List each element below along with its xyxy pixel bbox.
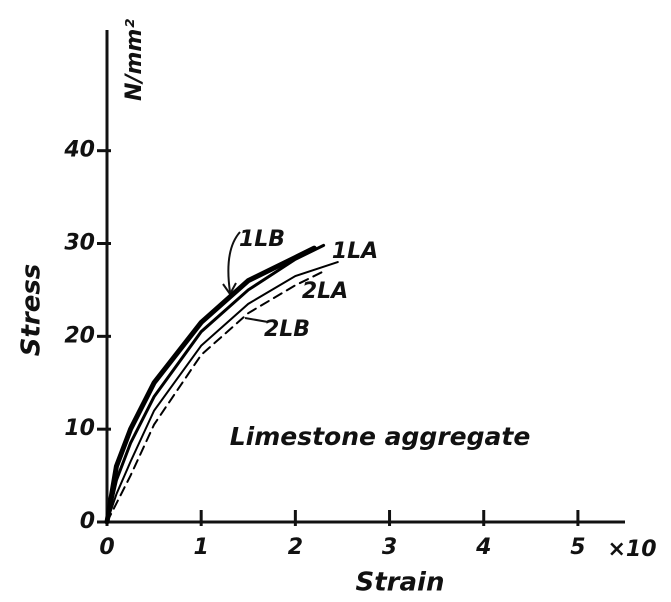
- line: [106, 270, 325, 523]
- leader-line: [244, 317, 269, 323]
- series-label: 2LB: [264, 317, 310, 342]
- x-tick-label: 3: [382, 535, 397, 560]
- x-tick-label: 4: [475, 535, 491, 560]
- line: [104, 245, 317, 525]
- arrow: [227, 231, 241, 293]
- line: [105, 243, 326, 524]
- y-unit: N/mm²: [122, 19, 147, 101]
- series-label: 1LB: [239, 227, 285, 252]
- y-tick-label: 10: [64, 416, 95, 441]
- y-tick-label: 0: [80, 509, 95, 534]
- x-tick-label: 5: [570, 535, 585, 560]
- annotation: Limestone aggregate: [230, 422, 531, 451]
- series-label: 2LA: [302, 279, 348, 304]
- line: [106, 261, 339, 523]
- x-axis-label: Strain: [356, 568, 445, 598]
- x-tick-label: 0: [99, 535, 114, 560]
- y-tick-label: 20: [64, 323, 95, 348]
- x-multiplier: ×10: [607, 537, 656, 562]
- x-tick-label: 1: [194, 535, 209, 560]
- series-label: 1LA: [332, 239, 378, 264]
- y-tick-label: 40: [63, 138, 95, 163]
- y-axis-label: Stress: [17, 264, 47, 357]
- y-tick-label: 30: [64, 231, 95, 256]
- x-tick-label: 2: [288, 535, 303, 560]
